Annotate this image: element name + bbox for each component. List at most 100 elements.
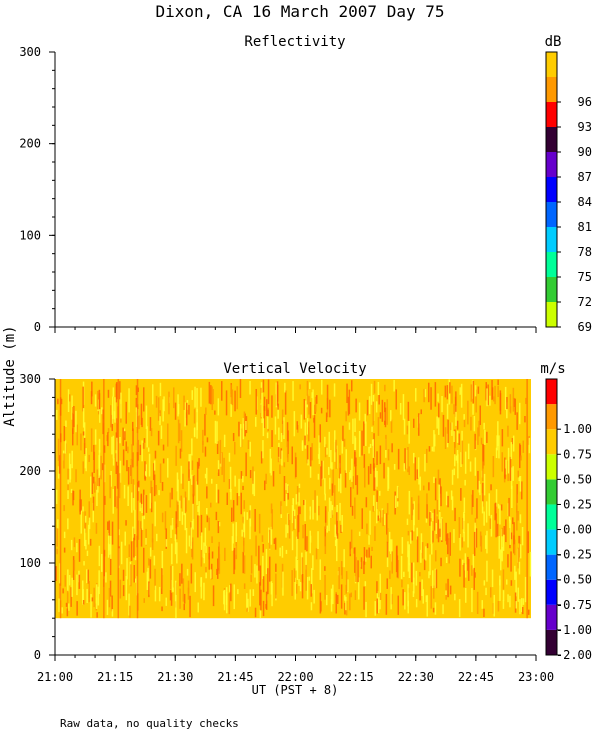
heatmap-cell <box>514 565 516 580</box>
heatmap-cell <box>423 485 425 491</box>
heatmap-cell <box>454 431 456 458</box>
heatmap-cell <box>64 440 67 454</box>
heatmap-cell <box>501 528 503 553</box>
heatmap-cell <box>451 469 454 485</box>
heatmap-cell <box>420 533 423 553</box>
heatmap-cell <box>390 419 393 433</box>
heatmap-cell <box>489 395 491 406</box>
heatmap-cell <box>494 502 497 520</box>
heatmap-cell <box>408 544 410 566</box>
heatmap-cell <box>72 490 74 506</box>
heatmap-cell <box>176 542 178 564</box>
heatmap-cell <box>266 432 269 439</box>
heatmap-cell <box>125 401 127 424</box>
heatmap-cell <box>437 469 440 485</box>
heatmap-cell <box>432 607 435 613</box>
heatmap-cell <box>182 578 185 602</box>
x-axis-label: UT (PST + 8) <box>252 683 339 697</box>
heatmap-cell <box>135 407 138 427</box>
heatmap-cell <box>503 526 505 535</box>
heatmap-cell <box>279 547 281 557</box>
heatmap-cell <box>186 568 189 576</box>
colorbar-segment <box>546 429 557 455</box>
heatmap-cell <box>348 389 351 415</box>
y-tick-label: 200 <box>19 464 41 478</box>
heatmap-cell <box>379 412 382 419</box>
colorbar-segment <box>546 52 557 77</box>
heatmap-cell <box>111 609 114 617</box>
heatmap-cell <box>215 511 218 521</box>
heatmap-cell <box>442 414 445 437</box>
heatmap-cell <box>330 450 332 469</box>
heatmap-cell <box>524 416 526 423</box>
heatmap-cell <box>145 405 148 429</box>
heatmap-cell <box>148 558 150 566</box>
heatmap-cell <box>255 535 257 557</box>
heatmap-cell <box>138 415 140 430</box>
heatmap-cell <box>242 485 244 490</box>
heatmap-cell <box>417 457 420 478</box>
heatmap-cell <box>519 476 522 492</box>
heatmap-cell <box>67 518 69 530</box>
heatmap-cell <box>509 516 511 521</box>
heatmap-cell <box>193 428 196 437</box>
heatmap-cell <box>478 420 480 437</box>
heatmap-cell <box>229 466 232 492</box>
heatmap-cell <box>158 586 161 602</box>
heatmap-cell <box>505 519 507 543</box>
heatmap-cell <box>295 584 298 594</box>
heatmap-cell <box>143 598 145 603</box>
heatmap-cell <box>352 418 354 444</box>
heatmap-cell <box>313 589 315 604</box>
heatmap-cell <box>456 430 459 443</box>
heatmap-cell <box>243 500 245 509</box>
heatmap-cell <box>170 525 172 538</box>
heatmap-cell <box>310 584 312 597</box>
heatmap-cell <box>206 437 209 443</box>
heatmap-cell <box>98 438 101 453</box>
heatmap-cell <box>249 470 252 479</box>
heatmap-cell <box>504 457 506 478</box>
heatmap-cell <box>71 450 73 469</box>
heatmap-cell <box>175 511 177 529</box>
heatmap-cell <box>453 431 455 442</box>
heatmap-cell <box>140 494 142 508</box>
heatmap-cell <box>204 413 206 436</box>
heatmap-cell <box>122 569 125 581</box>
heatmap-cell <box>499 579 501 601</box>
heatmap-cell <box>177 419 180 444</box>
heatmap-cell <box>319 592 322 614</box>
heatmap-cell <box>82 580 84 604</box>
heatmap-cell <box>481 493 484 514</box>
heatmap-cell <box>93 451 95 473</box>
heatmap-cell <box>70 587 72 607</box>
heatmap-cell <box>107 428 110 433</box>
heatmap-cell <box>230 393 232 417</box>
heatmap-cell <box>93 444 95 460</box>
heatmap-cell <box>429 512 431 526</box>
heatmap-cell <box>473 567 475 590</box>
heatmap-cell <box>507 554 509 568</box>
heatmap-cell <box>127 446 129 454</box>
heatmap-cell <box>454 507 456 522</box>
y-tick-label: 300 <box>19 45 41 59</box>
heatmap-cell <box>473 416 476 432</box>
heatmap-cell <box>386 541 389 558</box>
heatmap-cell <box>177 501 179 527</box>
heatmap-cell <box>433 430 435 452</box>
heatmap-cell <box>159 410 161 417</box>
heatmap-cell <box>480 437 483 445</box>
heatmap-cell <box>477 470 479 490</box>
heatmap-cell <box>120 541 123 565</box>
heatmap-cell <box>433 509 436 531</box>
heatmap-cell <box>140 403 143 425</box>
heatmap-cell <box>131 444 133 460</box>
heatmap-cell <box>245 452 247 477</box>
heatmap-cell <box>488 493 490 516</box>
heatmap-cell <box>73 560 76 571</box>
heatmap-cell <box>366 399 369 416</box>
heatmap-cell <box>133 528 136 541</box>
heatmap-cell <box>486 431 488 443</box>
heatmap-cell <box>114 486 116 507</box>
x-tick-label: 22:15 <box>338 670 374 684</box>
